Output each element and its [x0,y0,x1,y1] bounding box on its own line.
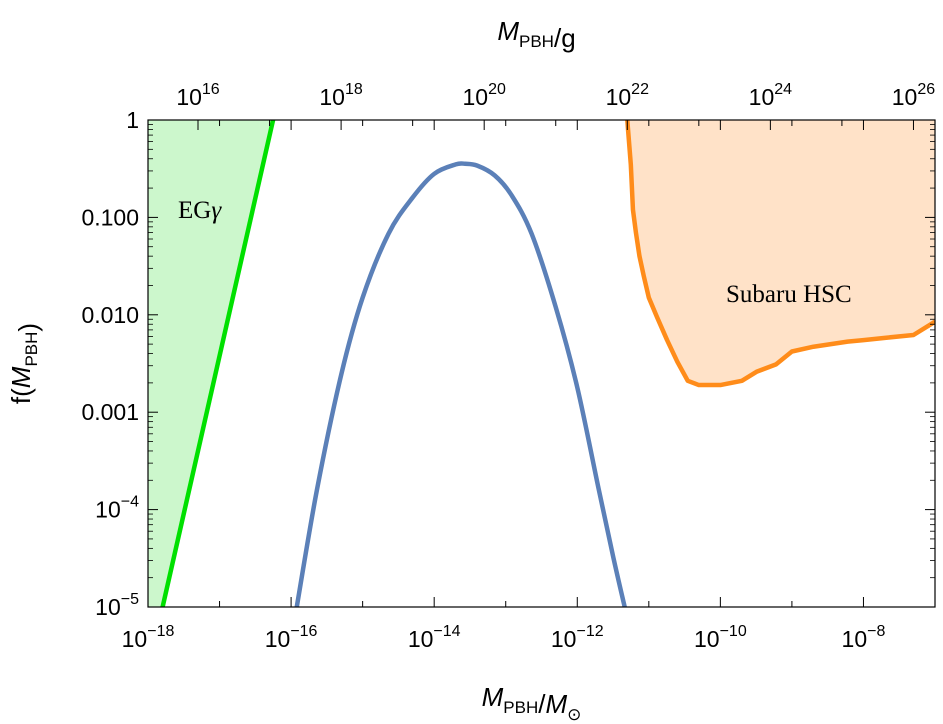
series-layer [294,161,627,607]
y-tick-label: 10−4 [95,494,139,523]
plot-border [147,119,936,608]
y-tick-label: 0.001 [81,399,139,425]
regions-layer [148,120,935,607]
egamma-region-label: EGγ [178,197,222,224]
y-axis-title: f(MPBH) [6,323,43,404]
subaru-hsc-region-label: Subaru HSC [726,281,852,308]
x-tick-label: 10−18 [122,623,175,652]
subaru-hsc-boundary-line [625,120,935,388]
y-tick-label: 0.100 [81,204,139,230]
egamma-region-fill [148,120,274,607]
top-tick-label: 1016 [176,81,219,110]
top-axis-title: MPBH/g [497,16,575,53]
ticks-layer [147,119,936,608]
labels-layer: 10−18 10−16 10−14 10−12 10−10 10−8 1016 1018 102… [6,16,935,724]
subaru-hsc-region-fill [627,120,935,386]
x-axis-title: MPBH/M⊙ [482,682,582,724]
plot-frame [147,119,936,608]
x-tick-label: 10−10 [694,623,747,652]
y-tick-label: 0.010 [81,302,139,328]
top-tick-label: 1022 [606,81,649,110]
top-tick-label: 1020 [462,81,505,110]
series-line-0 [294,161,627,607]
x-tick-label: 10−16 [265,623,318,652]
y-tick-label: 1 [126,107,139,133]
top-tick-label: 1018 [319,81,362,110]
top-tick-label: 1026 [892,81,935,110]
top-tick-label: 1024 [749,81,792,110]
y-tick-label: 10−5 [95,591,139,620]
x-tick-label: 10−12 [551,623,604,652]
egamma-boundary-line [160,120,276,607]
x-tick-label: 10−14 [408,623,461,652]
x-tick-label: 10−8 [842,623,886,652]
